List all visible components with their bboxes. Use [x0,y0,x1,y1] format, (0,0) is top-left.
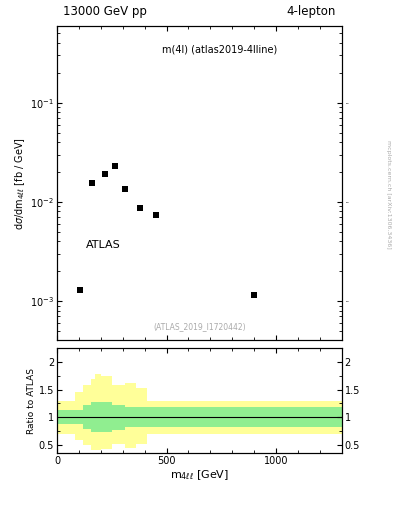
Text: ATLAS: ATLAS [86,240,120,250]
Text: 4-lepton: 4-lepton [287,5,336,18]
Y-axis label: Ratio to ATLAS: Ratio to ATLAS [27,368,36,434]
Text: (ATLAS_2019_I1720442): (ATLAS_2019_I1720442) [153,322,246,331]
Y-axis label: d$\sigma$/dm$_{\mathit{4\ell\ell}}$ [fb / GeV]: d$\sigma$/dm$_{\mathit{4\ell\ell}}$ [fb … [14,137,28,229]
X-axis label: m$_{\mathit{4\ell\ell}}$ [GeV]: m$_{\mathit{4\ell\ell}}$ [GeV] [170,468,229,482]
Text: m(4l) (atlas2019-4lline): m(4l) (atlas2019-4lline) [162,45,277,54]
Text: mcplots.cern.ch [arXiv:1306.3436]: mcplots.cern.ch [arXiv:1306.3436] [386,140,391,249]
Text: 13000 GeV pp: 13000 GeV pp [63,5,147,18]
